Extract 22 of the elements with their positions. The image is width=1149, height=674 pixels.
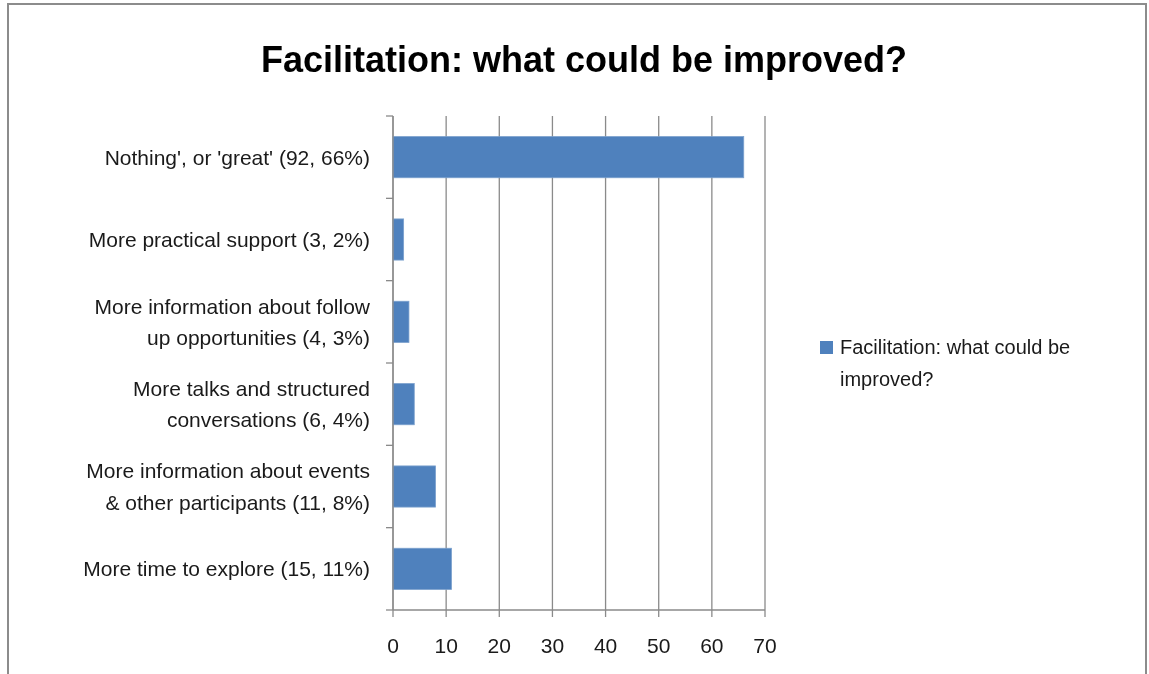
bar: [392, 136, 745, 179]
y-tick-label: More practical support (3, 2%): [88, 228, 370, 252]
bar: [392, 300, 410, 343]
bar: [392, 547, 452, 590]
x-tick-label: 50: [647, 634, 671, 657]
bar: [392, 383, 415, 426]
x-tick-label: 70: [753, 634, 777, 657]
y-tick-label: More talks and structured conversations (6, 4%): [133, 376, 370, 432]
chart-title: Facilitation: what could be improved?: [260, 39, 908, 80]
y-tick-label: Nothing', or 'great' (92, 66%): [104, 145, 370, 169]
x-tick-label: 30: [540, 634, 565, 657]
y-tick-label: More information about events & other participants (11, 8%): [86, 459, 370, 514]
bar: [392, 465, 436, 508]
bar: [392, 218, 405, 261]
legend-label: Facilitation: what could be improved?: [840, 336, 1071, 390]
x-tick-label: 0: [387, 634, 399, 657]
x-tick-label: 60: [700, 634, 724, 657]
y-tick-label: More time to explore (15, 11%): [83, 557, 370, 581]
x-tick-label: 40: [593, 634, 618, 657]
x-tick-label: 20: [487, 634, 511, 657]
y-tick-label: More information about follow up opportunities (4, 3%): [94, 294, 371, 350]
x-tick-label: 10: [434, 634, 458, 657]
